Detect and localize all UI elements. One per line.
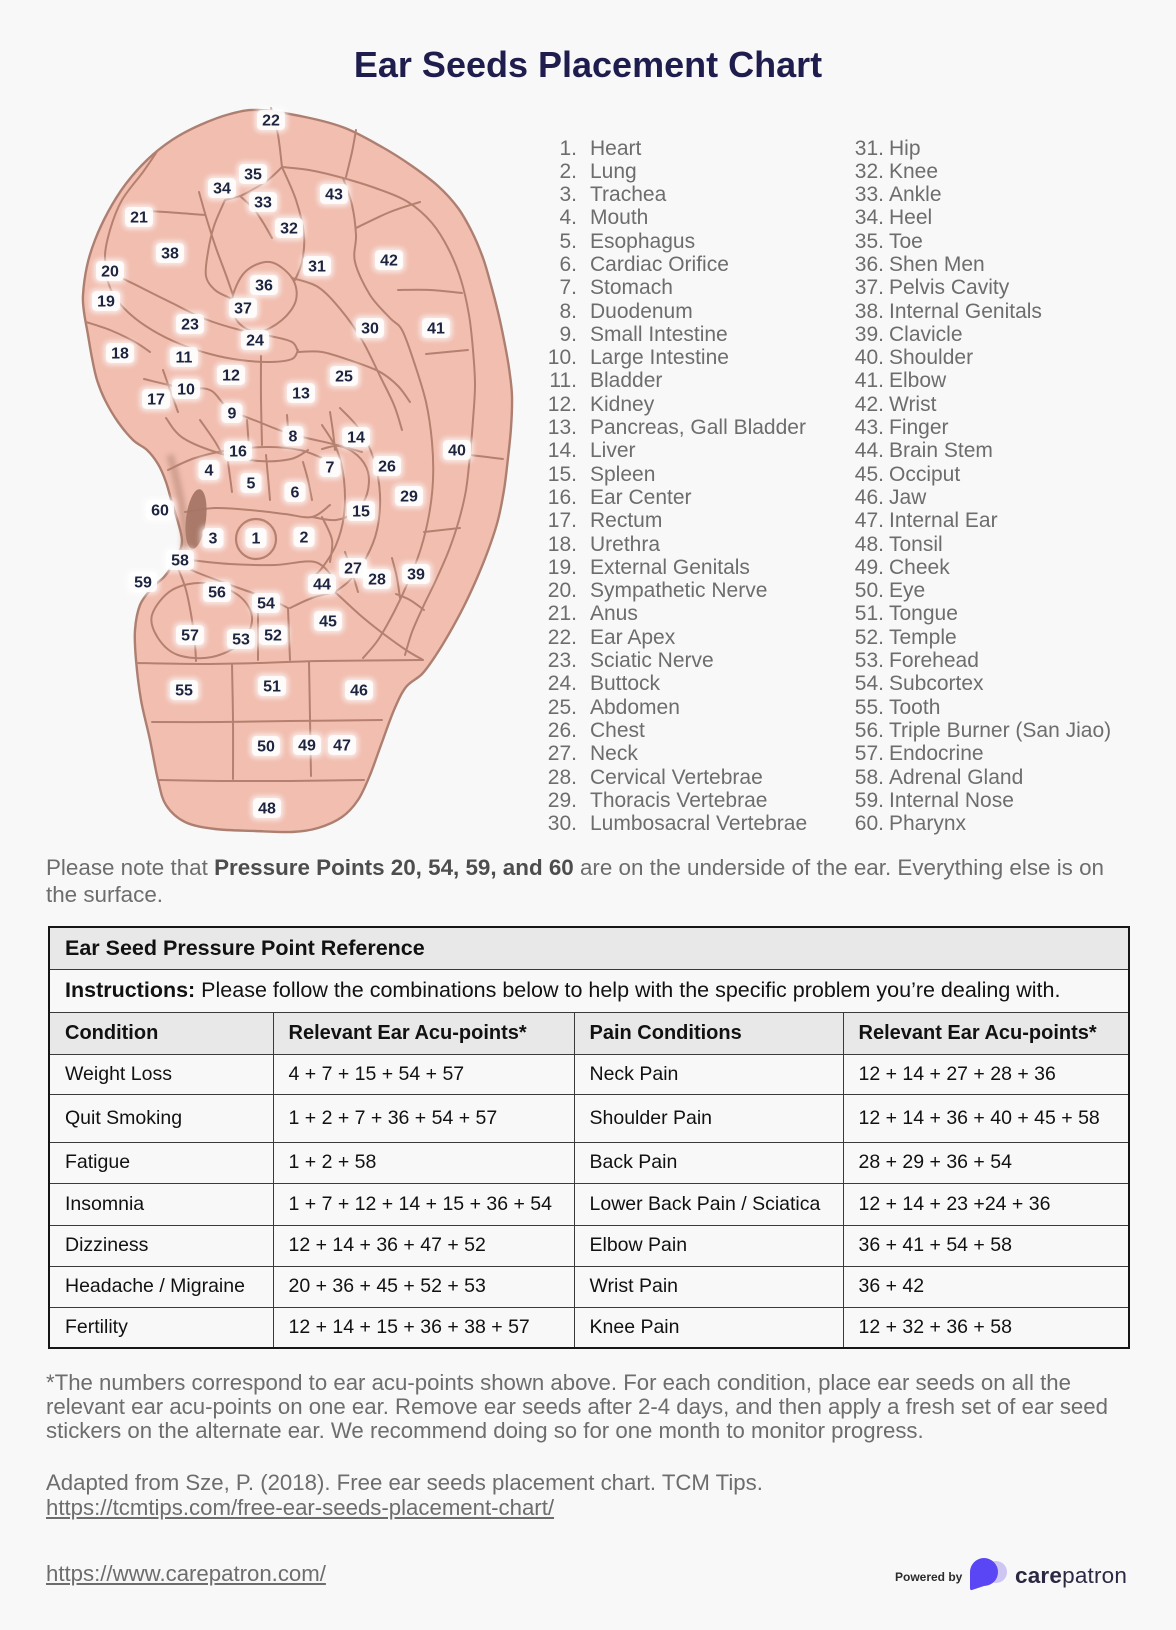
svg-text:51: 51 (263, 679, 281, 696)
svg-text:42: 42 (380, 253, 398, 270)
svg-text:25: 25 (335, 369, 353, 386)
svg-text:48: 48 (258, 801, 276, 818)
svg-text:44: 44 (313, 577, 331, 594)
svg-text:34: 34 (213, 181, 231, 198)
svg-text:45: 45 (319, 614, 337, 631)
svg-text:40: 40 (448, 443, 466, 460)
svg-text:18: 18 (111, 346, 129, 363)
svg-text:55: 55 (175, 683, 193, 700)
svg-text:21: 21 (130, 210, 148, 227)
svg-text:43: 43 (325, 187, 343, 204)
svg-text:1: 1 (252, 531, 261, 548)
svg-text:32: 32 (280, 221, 298, 238)
svg-text:7: 7 (326, 460, 335, 477)
svg-text:22: 22 (262, 113, 280, 130)
svg-text:31: 31 (308, 259, 326, 276)
svg-text:8: 8 (289, 429, 298, 446)
svg-text:24: 24 (246, 333, 264, 350)
svg-text:53: 53 (232, 632, 250, 649)
svg-text:6: 6 (291, 485, 300, 502)
svg-text:52: 52 (264, 628, 282, 645)
svg-text:20: 20 (101, 264, 119, 281)
svg-text:56: 56 (208, 585, 226, 602)
svg-text:38: 38 (161, 246, 179, 263)
svg-text:5: 5 (247, 476, 256, 493)
svg-text:3: 3 (209, 531, 218, 548)
svg-text:49: 49 (298, 738, 316, 755)
svg-text:57: 57 (181, 628, 199, 645)
svg-text:27: 27 (344, 561, 362, 578)
svg-text:60: 60 (151, 503, 169, 520)
svg-text:26: 26 (378, 459, 396, 476)
svg-text:19: 19 (97, 294, 115, 311)
svg-text:28: 28 (368, 572, 386, 589)
svg-text:23: 23 (181, 317, 199, 334)
svg-text:58: 58 (171, 553, 189, 570)
svg-text:41: 41 (427, 321, 445, 338)
svg-text:17: 17 (147, 392, 165, 409)
svg-text:50: 50 (257, 739, 275, 756)
svg-text:2: 2 (300, 530, 309, 547)
svg-text:13: 13 (292, 386, 310, 403)
svg-text:10: 10 (177, 382, 195, 399)
svg-text:9: 9 (228, 406, 237, 423)
svg-text:36: 36 (255, 278, 273, 295)
svg-text:33: 33 (254, 195, 272, 212)
svg-text:39: 39 (407, 567, 425, 584)
svg-text:11: 11 (176, 350, 193, 367)
svg-text:46: 46 (350, 683, 368, 700)
svg-text:29: 29 (400, 489, 418, 506)
svg-text:30: 30 (361, 321, 379, 338)
svg-text:16: 16 (229, 444, 247, 461)
svg-text:12: 12 (222, 368, 240, 385)
svg-text:35: 35 (244, 167, 262, 184)
svg-text:47: 47 (333, 738, 351, 755)
svg-text:15: 15 (352, 504, 370, 521)
svg-text:37: 37 (234, 301, 252, 318)
svg-text:59: 59 (134, 575, 152, 592)
svg-text:54: 54 (257, 596, 275, 613)
svg-text:14: 14 (347, 430, 365, 447)
svg-text:4: 4 (205, 463, 214, 480)
